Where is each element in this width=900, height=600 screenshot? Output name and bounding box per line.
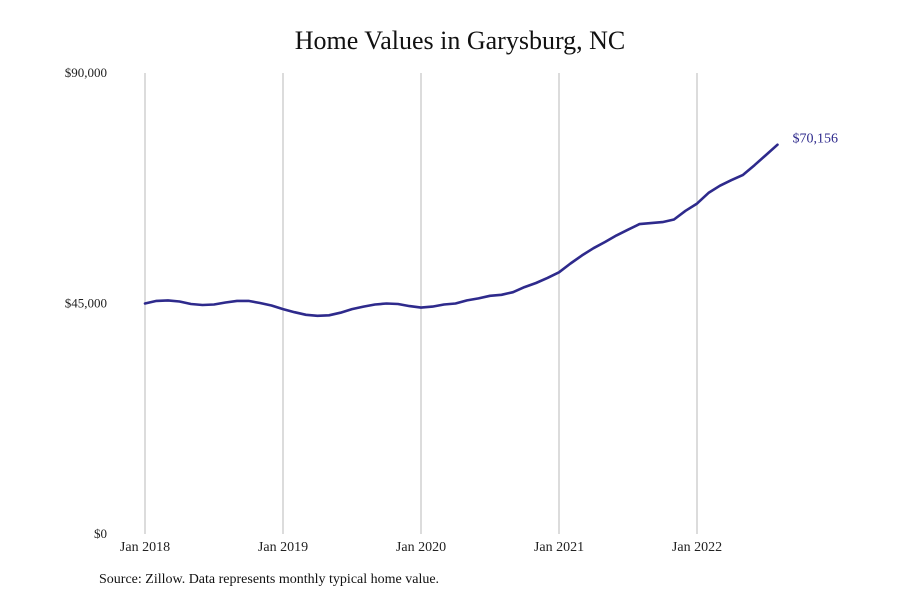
- x-tick-label: Jan 2019: [258, 540, 308, 555]
- x-axis-ticks: Jan 2018 Jan 2019 Jan 2020 Jan 2021 Jan 2022: [120, 540, 722, 555]
- y-tick-label: $0: [94, 526, 107, 541]
- y-tick-label: $45,000: [65, 296, 107, 311]
- end-value-label: $70,156: [793, 132, 839, 147]
- x-tick-label: Jan 2020: [396, 540, 446, 555]
- chart-title: Home Values in Garysburg, NC: [294, 26, 626, 55]
- series-line: [143, 143, 779, 318]
- x-tick-label: Jan 2018: [120, 540, 170, 555]
- gridlines: [144, 73, 698, 534]
- y-tick-label: $90,000: [65, 65, 107, 80]
- x-tick-label: Jan 2022: [672, 540, 722, 555]
- y-axis-ticks: $0 $45,000 $90,000: [65, 65, 107, 541]
- x-tick-label: Jan 2021: [534, 540, 584, 555]
- source-note: Source: Zillow. Data represents monthly …: [99, 572, 440, 587]
